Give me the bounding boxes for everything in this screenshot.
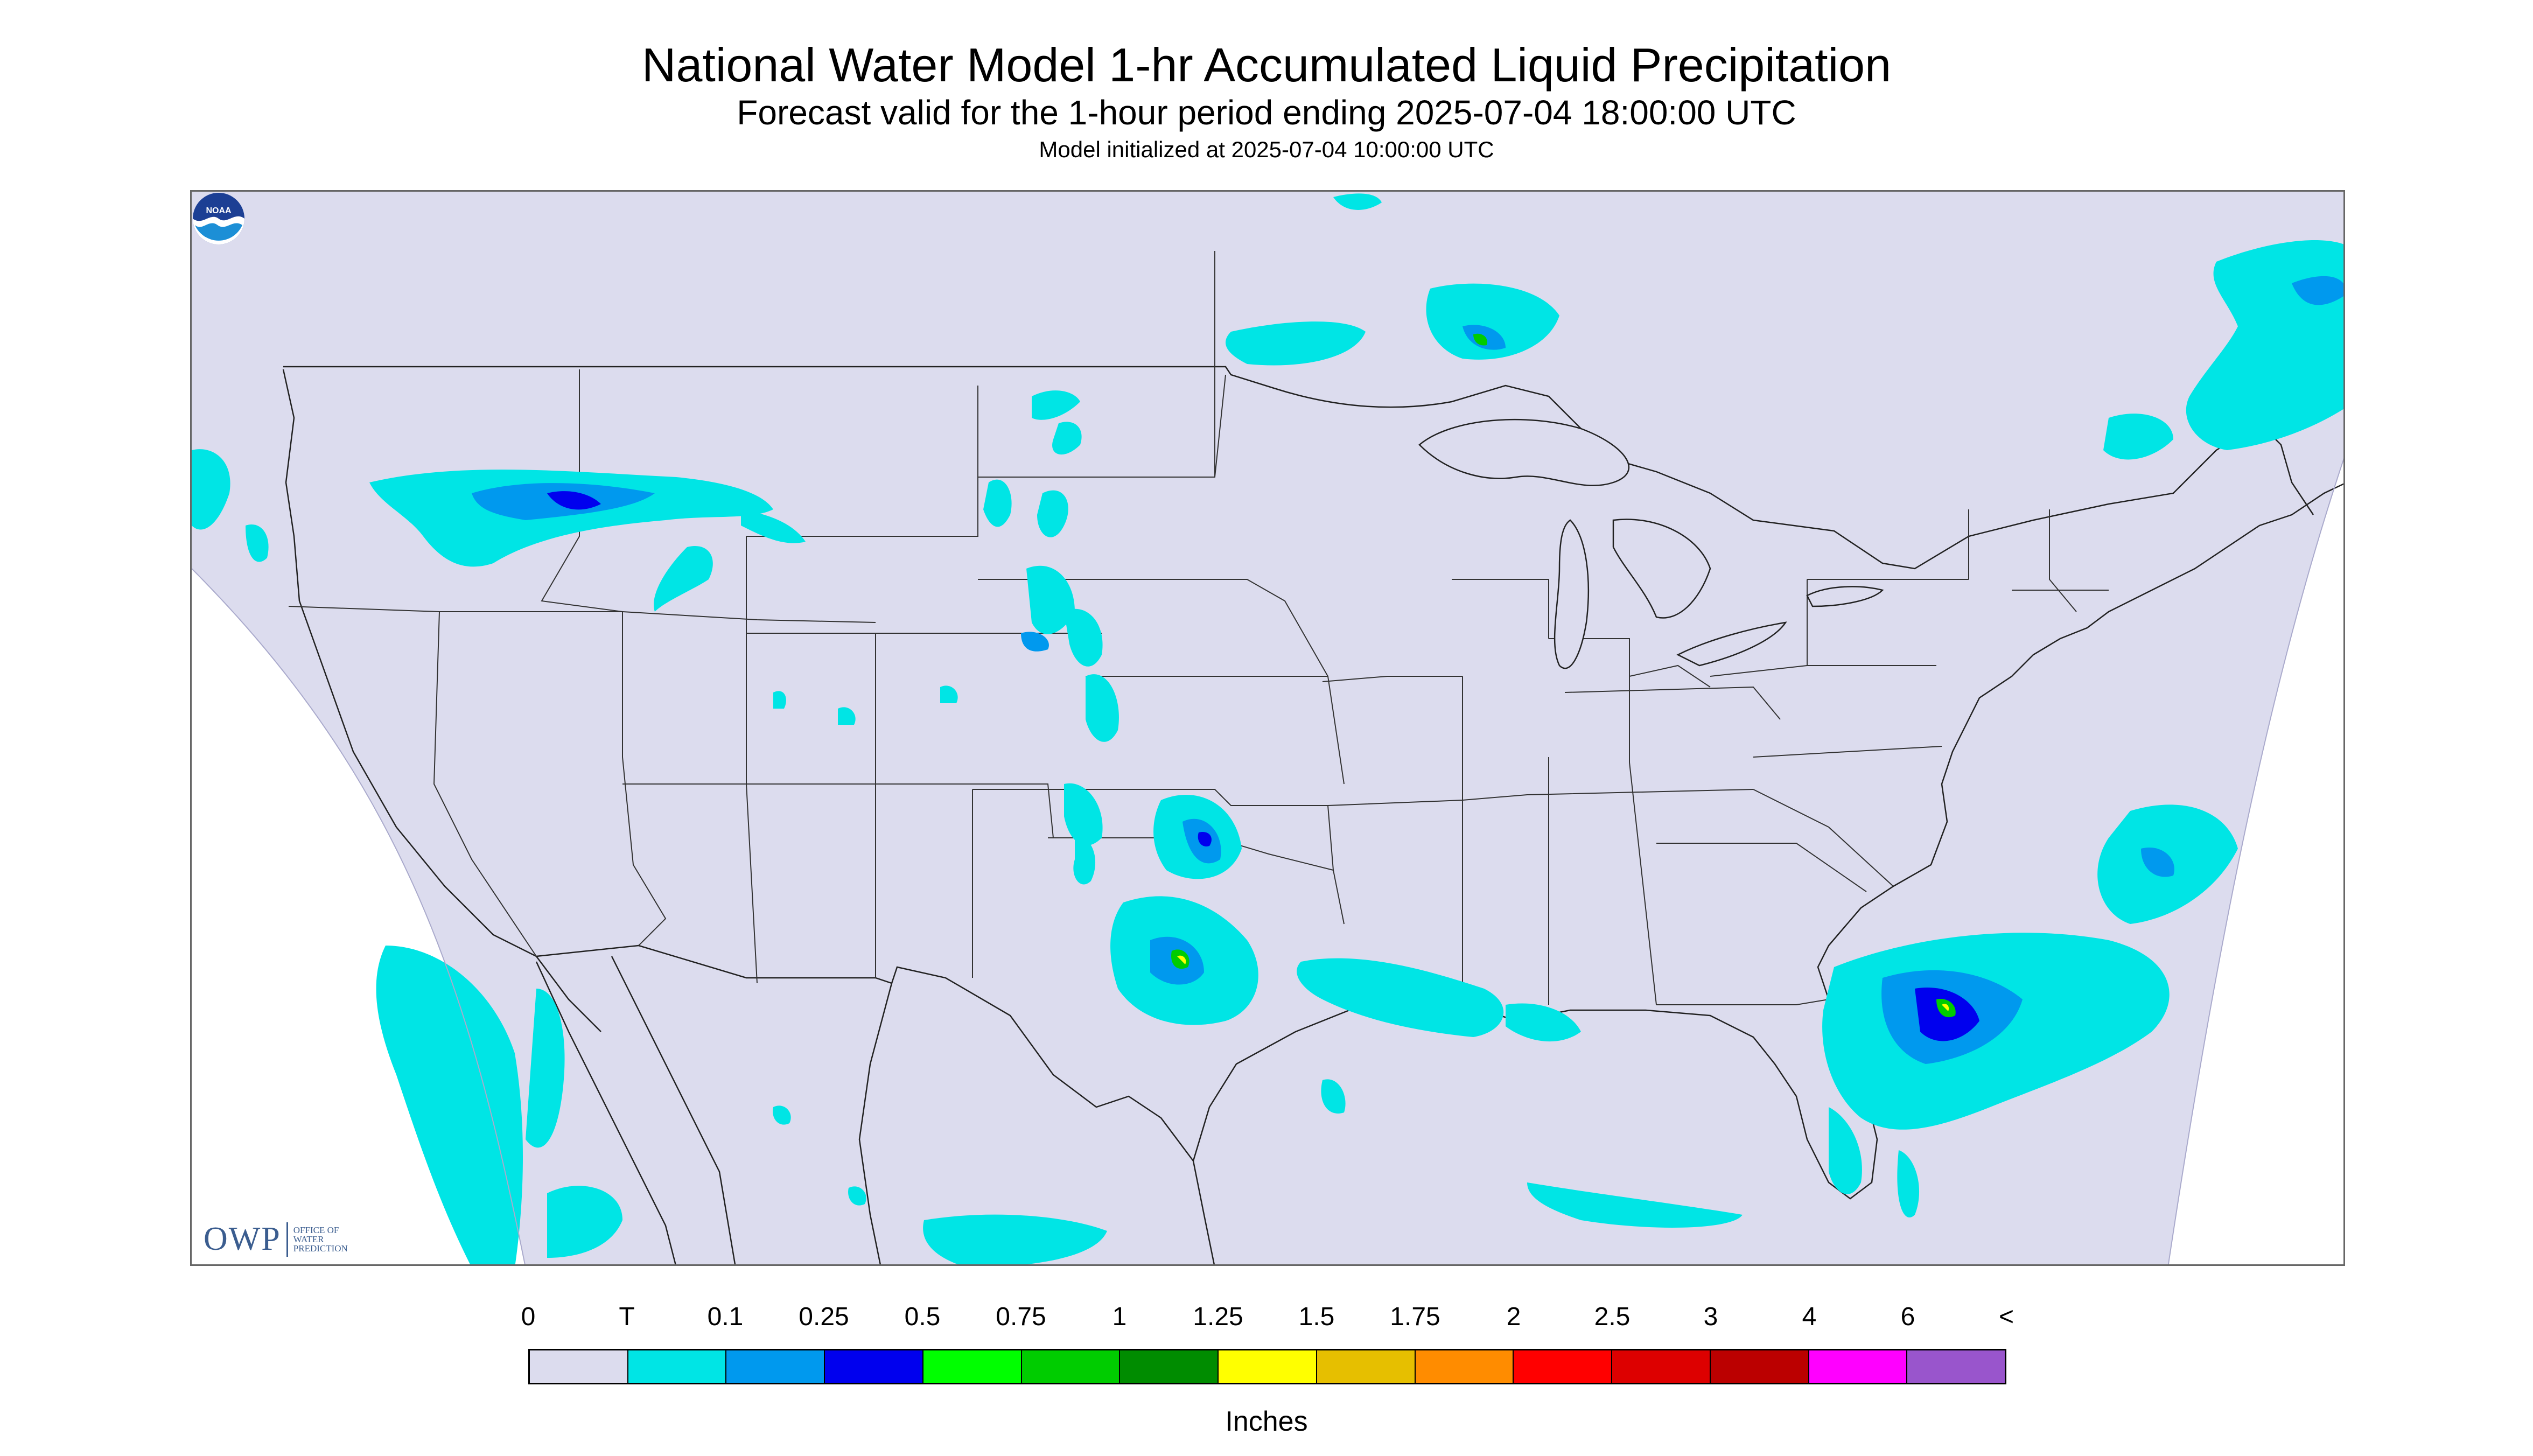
us-mexico-border bbox=[536, 944, 1194, 1161]
map-subtitle: Forecast valid for the 1-hour period end… bbox=[737, 93, 1796, 132]
legend-tick-label: < bbox=[1998, 1303, 2014, 1331]
precip-high-plains bbox=[773, 390, 1119, 885]
baja-coast bbox=[535, 956, 736, 1264]
us-canada-border bbox=[283, 366, 2314, 570]
legend-tick-label: 0.5 bbox=[904, 1303, 941, 1331]
legend-swatch bbox=[923, 1350, 1022, 1383]
legend-swatch bbox=[1809, 1350, 1908, 1383]
legend-swatch bbox=[1710, 1350, 1809, 1383]
precip-wyoming-core bbox=[1021, 632, 1049, 652]
owp-logo-divider bbox=[286, 1222, 288, 1257]
legend-swatch bbox=[1907, 1350, 2005, 1383]
legend-swatch bbox=[1415, 1350, 1514, 1383]
legend-tick-label: 0.1 bbox=[707, 1303, 744, 1331]
precip-southeast-offshore bbox=[1822, 804, 2238, 1217]
precip-pacific-baja bbox=[192, 449, 622, 1264]
legend-tick-label: 1 bbox=[1112, 1303, 1127, 1331]
legend-colorbar bbox=[528, 1349, 2006, 1384]
legend-tick-label: 1.75 bbox=[1390, 1303, 1440, 1331]
legend-swatch bbox=[1612, 1350, 1711, 1383]
precip-ontario bbox=[1226, 193, 1559, 366]
domain-edge bbox=[192, 458, 2343, 1264]
legend-tick-label: 1.25 bbox=[1193, 1303, 1243, 1331]
legend-swatch bbox=[1120, 1350, 1219, 1383]
owp-logo-letters: OWP bbox=[204, 1221, 281, 1257]
legend-swatch bbox=[1021, 1350, 1121, 1383]
svg-text:NOAA: NOAA bbox=[206, 206, 232, 215]
legend-tick-label: 1.5 bbox=[1298, 1303, 1335, 1331]
precip-northern-rockies bbox=[369, 470, 806, 612]
legend-swatch bbox=[1317, 1350, 1416, 1383]
lake-superior bbox=[1418, 418, 1630, 486]
legend-tick-label: 2 bbox=[1506, 1303, 1521, 1331]
lake-erie bbox=[1676, 621, 1787, 667]
legend-units: Inches bbox=[1225, 1406, 1308, 1437]
legend-tick-label: 4 bbox=[1802, 1303, 1817, 1331]
legend-tick-label: T bbox=[619, 1303, 635, 1331]
legend-tick-label: 0.25 bbox=[799, 1303, 849, 1331]
legend-tick-label: 3 bbox=[1703, 1303, 1718, 1331]
legend-tick-label: 6 bbox=[1900, 1303, 1915, 1331]
owp-logo: OWP OFFICE OF WATER PREDICTION bbox=[204, 1220, 353, 1258]
legend-tick-label: 2.5 bbox=[1594, 1303, 1631, 1331]
model-init-time: Model initialized at 2025-07-04 10:00:00… bbox=[1039, 137, 1494, 162]
mexico-coast bbox=[858, 983, 1215, 1264]
precip-mexico bbox=[773, 1105, 1107, 1264]
precipitation-map: OWP OFFICE OF WATER PREDICTION NOAA bbox=[190, 190, 2345, 1266]
precip-quebec-new-england bbox=[2103, 240, 2343, 460]
legend-swatch bbox=[726, 1350, 825, 1383]
legend-tick-label: 0.75 bbox=[996, 1303, 1046, 1331]
legend-swatch bbox=[1514, 1350, 1613, 1383]
east-coast bbox=[1817, 483, 2343, 1000]
legend-swatch bbox=[825, 1350, 923, 1383]
legend-swatch bbox=[1219, 1350, 1317, 1383]
owp-logo-subtitle: OFFICE OF WATER PREDICTION bbox=[293, 1225, 348, 1254]
map-title: National Water Model 1-hr Accumulated Li… bbox=[641, 38, 1892, 92]
lake-huron bbox=[1612, 519, 1711, 619]
boundaries bbox=[282, 366, 2343, 1264]
gulf-coast bbox=[1192, 999, 1878, 1200]
noaa-logo-icon: NOAA bbox=[193, 193, 244, 244]
legend-swatch bbox=[628, 1350, 727, 1383]
precip-southern-plains bbox=[1110, 795, 1258, 1025]
projection-domain bbox=[192, 192, 2343, 1264]
great-lakes bbox=[1418, 418, 1884, 669]
lake-ontario bbox=[1806, 586, 1884, 607]
legend-swatch bbox=[530, 1350, 628, 1383]
lake-michigan bbox=[1554, 519, 1589, 669]
precip-gulf-coast bbox=[1297, 958, 1743, 1228]
map-canvas bbox=[192, 192, 2343, 1264]
legend-tick-label: 0 bbox=[521, 1303, 536, 1331]
state-lines bbox=[288, 251, 2109, 1016]
precipitation-areas bbox=[192, 193, 2343, 1264]
